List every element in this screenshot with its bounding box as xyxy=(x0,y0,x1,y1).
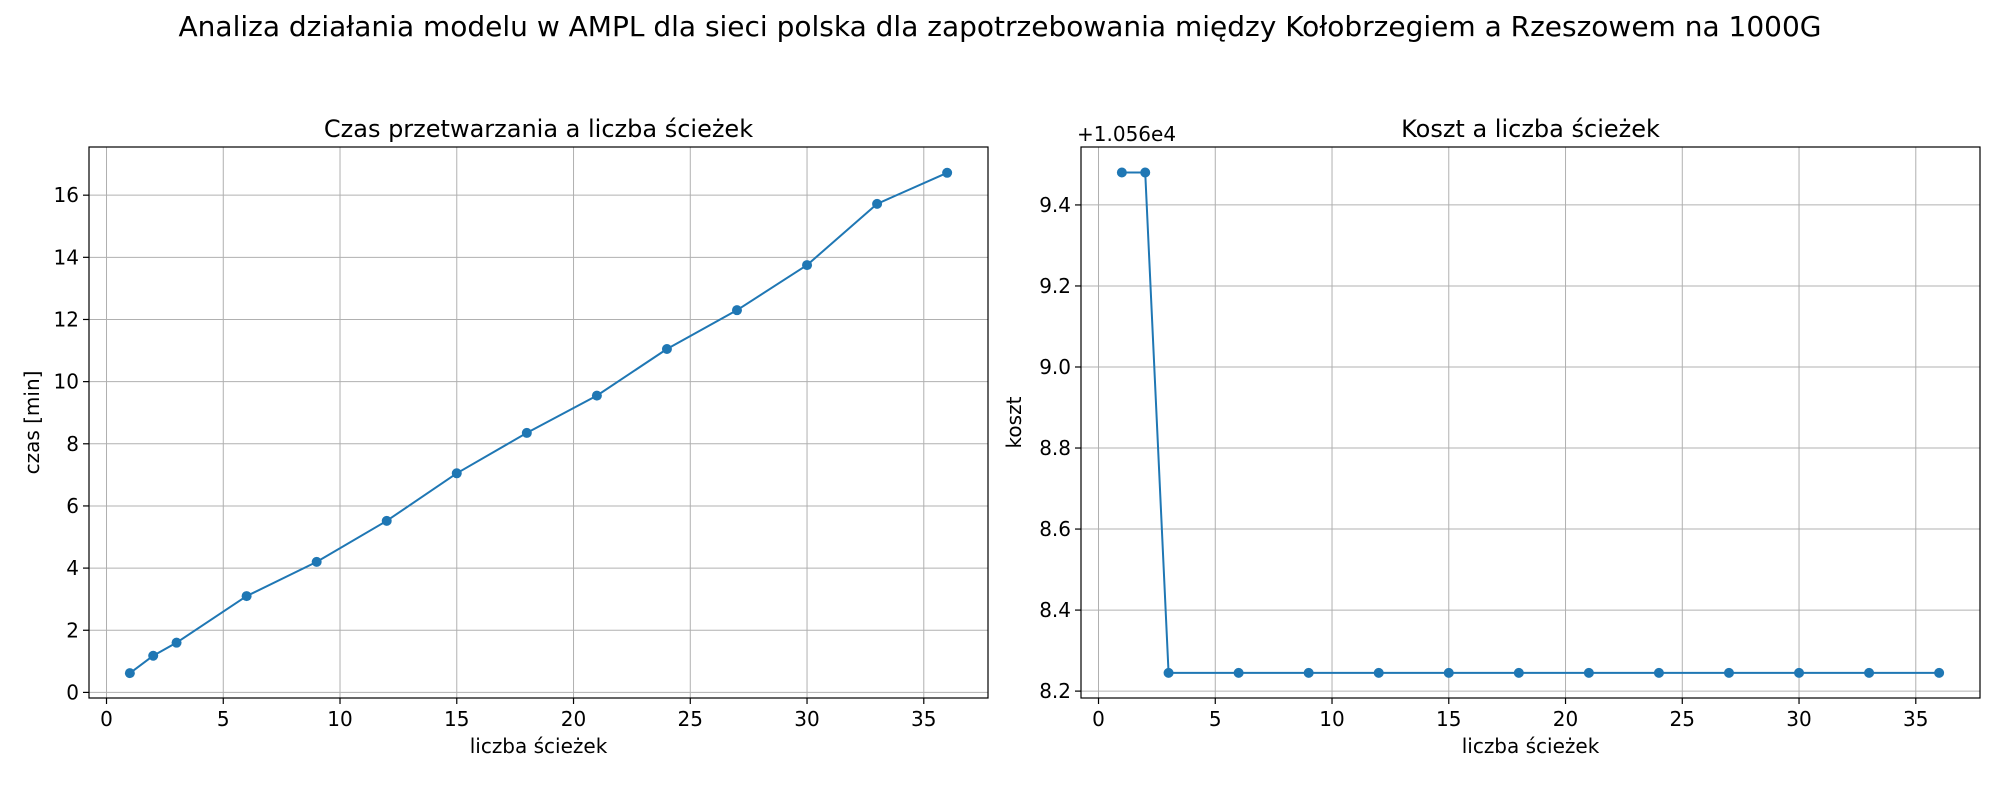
y-tick-label: 9.2 xyxy=(1039,274,1071,298)
data-point xyxy=(148,650,159,661)
data-point xyxy=(1163,667,1174,678)
data-point xyxy=(1723,667,1734,678)
x-tick-label: 35 xyxy=(911,707,936,731)
data-point xyxy=(1794,667,1805,678)
data-point xyxy=(661,344,672,355)
y-tick-label: 8 xyxy=(66,432,79,456)
x-tick-label: 15 xyxy=(1436,707,1461,731)
x-tick-label: 20 xyxy=(1553,707,1578,731)
data-point xyxy=(1934,667,1945,678)
x-tick-label: 30 xyxy=(794,707,819,731)
x-tick-label: 20 xyxy=(561,707,586,731)
data-point xyxy=(942,167,953,178)
series-line xyxy=(1121,171,1940,674)
y-tick-label: 9.4 xyxy=(1039,193,1071,217)
x-axis-label: liczba ścieżek xyxy=(1462,734,1600,758)
data-point xyxy=(1864,667,1875,678)
y-axis-label: czas [min] xyxy=(20,371,44,475)
y-tick-label: 2 xyxy=(66,618,79,642)
x-tick-label: 35 xyxy=(1903,707,1928,731)
data-point xyxy=(1303,667,1314,678)
data-point xyxy=(521,427,532,438)
data-point xyxy=(1373,667,1384,678)
chart-title: Koszt a liczba ścieżek xyxy=(1401,115,1660,143)
data-point xyxy=(731,305,742,316)
data-point xyxy=(451,468,462,479)
y-tick-label: 8.6 xyxy=(1039,517,1071,541)
y-tick-label: 16 xyxy=(54,183,79,207)
data-point xyxy=(1116,167,1127,178)
data-point xyxy=(802,260,813,271)
data-point xyxy=(311,556,322,567)
x-tick-label: 30 xyxy=(1786,707,1811,731)
data-point xyxy=(1233,667,1244,678)
plot-frame xyxy=(1080,146,1981,699)
chart-panel-1: 0 5 10 15 20 25 30 35 0 2 4 6 8 10 12 14 16 Czas przetwar… xyxy=(20,115,989,758)
y-tick-label: 14 xyxy=(54,245,79,269)
data-point xyxy=(241,591,252,602)
data-point xyxy=(1513,667,1524,678)
x-axis-label: liczba ścieżek xyxy=(470,734,608,758)
x-tick-label: 0 xyxy=(100,707,113,731)
y-tick-label: 9.0 xyxy=(1039,355,1071,379)
data-point xyxy=(124,668,135,679)
x-tick-label: 10 xyxy=(1319,707,1344,731)
y-tick-label: 8.8 xyxy=(1039,436,1071,460)
plot-frame xyxy=(88,146,989,699)
x-tick-label: 5 xyxy=(1209,707,1222,731)
y-tick-label: 8.4 xyxy=(1039,598,1071,622)
y-tick-label: 6 xyxy=(66,494,79,518)
y-tick-label: 12 xyxy=(54,307,79,331)
y-tick-label: 4 xyxy=(66,556,79,580)
data-point xyxy=(1583,667,1594,678)
data-point xyxy=(1140,167,1151,178)
y-tick-label: 10 xyxy=(54,370,79,394)
y-axis-label: koszt xyxy=(1002,396,1026,448)
series-line xyxy=(129,171,948,674)
x-tick-label: 25 xyxy=(678,707,703,731)
data-point xyxy=(872,198,883,209)
x-tick-label: 5 xyxy=(217,707,230,731)
data-point xyxy=(1653,667,1664,678)
y-tick-label: 0 xyxy=(66,680,79,704)
data-point xyxy=(381,515,392,526)
data-point xyxy=(1443,667,1454,678)
figure-title: Analiza działania modelu w AMPL dla siec… xyxy=(178,10,1822,43)
data-point xyxy=(591,390,602,401)
chart-panel-2: 0 5 10 15 20 25 30 35 8.2 8.4 8.6 8.8 9.0 9.2 9.4 +1.05… xyxy=(1002,115,1981,758)
chart-title: Czas przetwarzania a liczba ścieżek xyxy=(324,115,753,143)
x-tick-label: 15 xyxy=(444,707,469,731)
x-tick-label: 10 xyxy=(327,707,352,731)
data-point xyxy=(171,637,182,648)
x-tick-label: 0 xyxy=(1092,707,1105,731)
x-tick-label: 25 xyxy=(1670,707,1695,731)
y-offset-text: +1.056e4 xyxy=(1077,122,1176,146)
y-tick-label: 8.2 xyxy=(1039,679,1071,703)
